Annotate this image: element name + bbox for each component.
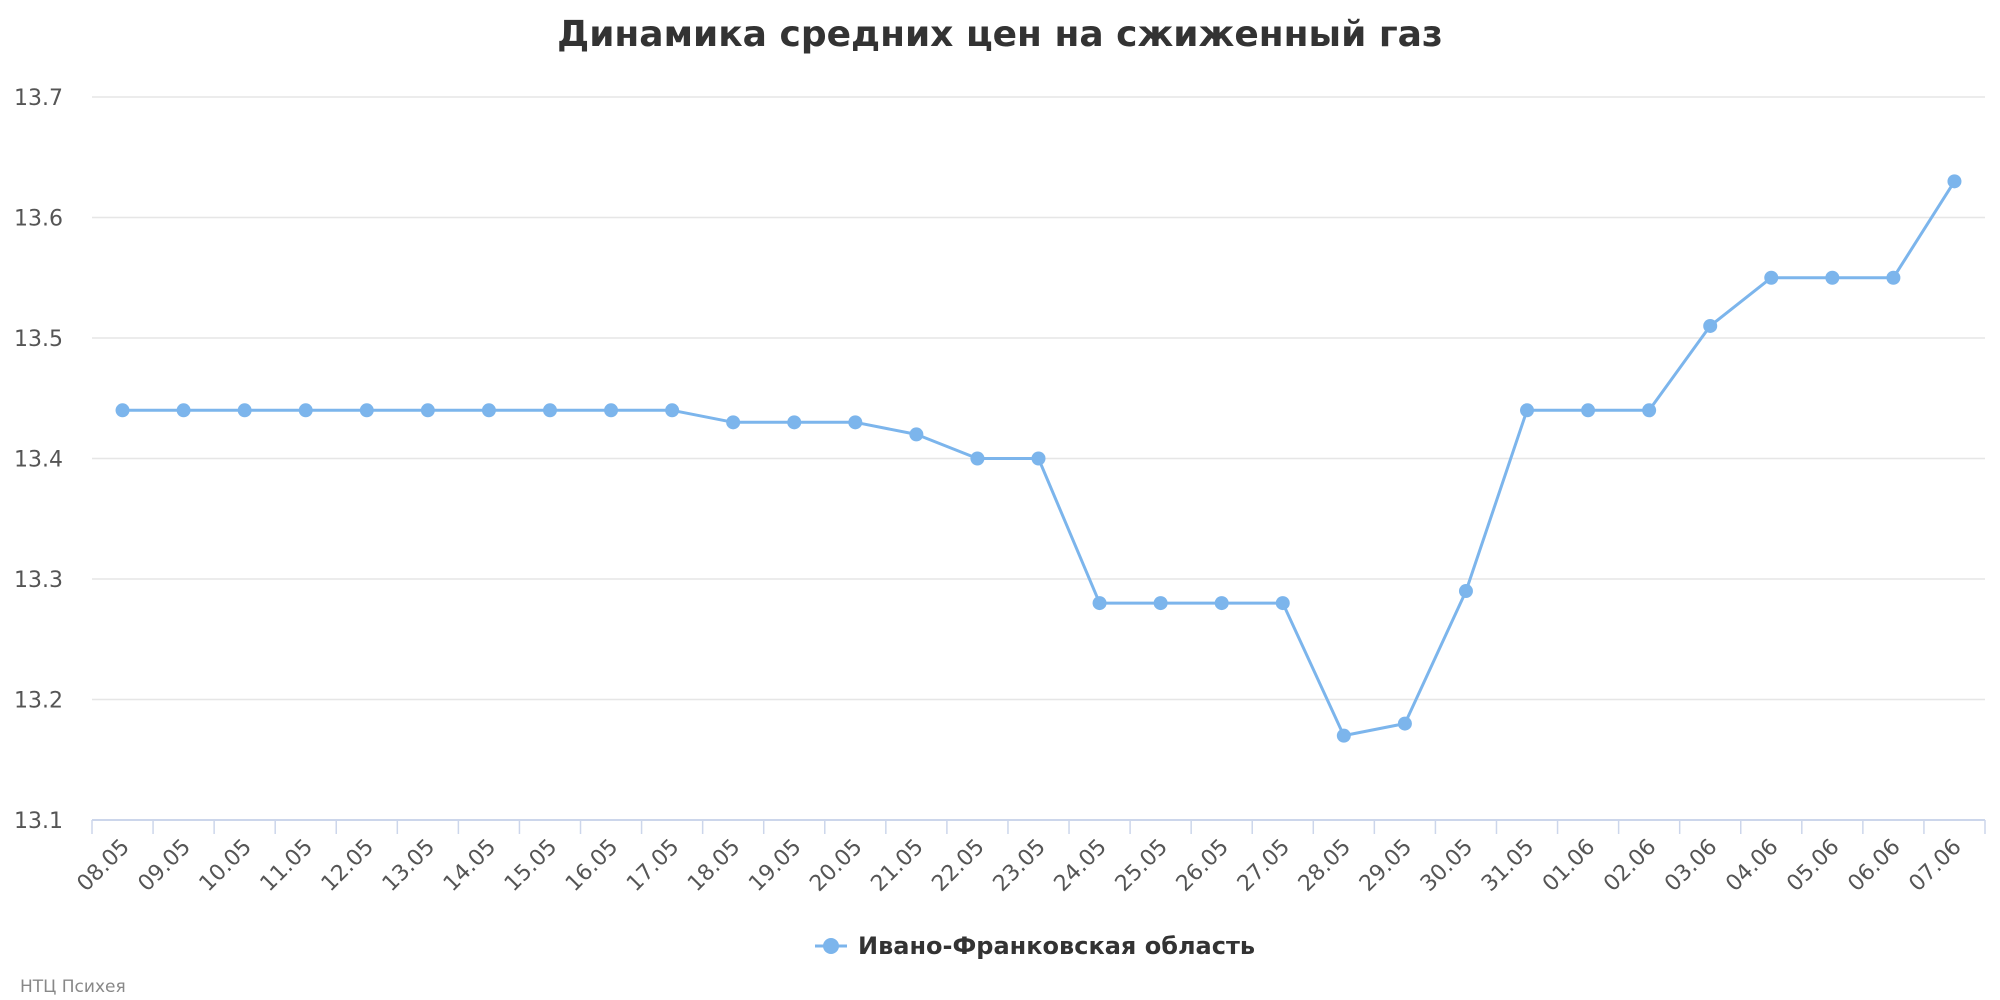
data-point[interactable] <box>359 403 374 418</box>
y-axis: 13.1 13.2 13.3 13.4 13.5 13.6 13.7 <box>14 86 63 834</box>
data-point[interactable] <box>298 403 313 418</box>
data-point[interactable] <box>1336 728 1351 743</box>
y-tick-label: 13.3 <box>14 568 63 593</box>
x-tick-label: 05.06 <box>1782 835 1844 897</box>
data-point[interactable] <box>1031 451 1046 466</box>
x-tick-label: 15.05 <box>500 835 562 897</box>
data-point[interactable] <box>542 403 557 418</box>
data-point[interactable] <box>1581 403 1596 418</box>
data-point[interactable] <box>1275 596 1290 611</box>
x-tick-label: 11.05 <box>256 835 318 897</box>
x-tick-label: 14.05 <box>439 835 501 897</box>
y-tick-label: 13.5 <box>14 327 63 352</box>
data-point[interactable] <box>1703 318 1718 333</box>
x-tick-label: 06.06 <box>1843 835 1905 897</box>
x-tick-label: 27.05 <box>1233 835 1295 897</box>
x-axis: 08.0509.0510.0511.0512.0513.0514.0515.05… <box>73 819 1986 897</box>
y-tick-label: 13.4 <box>14 448 63 473</box>
x-tick-label: 25.05 <box>1111 835 1173 897</box>
x-tick-label: 28.05 <box>1294 835 1356 897</box>
x-tick-label: 20.05 <box>805 835 867 897</box>
data-point[interactable] <box>665 403 680 418</box>
data-point[interactable] <box>420 403 435 418</box>
x-tick-label: 24.05 <box>1050 835 1112 897</box>
x-tick-label: 09.05 <box>134 835 196 897</box>
data-point[interactable] <box>1642 403 1657 418</box>
data-point[interactable] <box>848 415 863 430</box>
x-tick-label: 21.05 <box>866 835 928 897</box>
x-tick-label: 26.05 <box>1172 835 1234 897</box>
x-tick-label: 30.05 <box>1416 835 1478 897</box>
legend-marker-icon <box>823 938 839 954</box>
x-tick-label: 18.05 <box>683 835 745 897</box>
x-tick-label: 07.06 <box>1904 835 1966 897</box>
legend-label: Ивано-Франковская область <box>858 932 1255 960</box>
data-point[interactable] <box>1520 403 1535 418</box>
data-point[interactable] <box>1458 584 1473 599</box>
x-tick-label: 23.05 <box>989 835 1051 897</box>
data-point[interactable] <box>1214 596 1229 611</box>
x-tick-label: 31.05 <box>1477 835 1539 897</box>
data-point[interactable] <box>1153 596 1168 611</box>
data-point[interactable] <box>115 403 130 418</box>
data-point[interactable] <box>970 451 985 466</box>
data-point[interactable] <box>604 403 619 418</box>
x-tick-label: 01.06 <box>1538 835 1600 897</box>
data-point[interactable] <box>237 403 252 418</box>
x-tick-label: 17.05 <box>622 835 684 897</box>
x-tick-label: 22.05 <box>927 835 989 897</box>
y-tick-label: 13.7 <box>14 86 63 111</box>
x-tick-label: 10.05 <box>195 835 257 897</box>
data-point[interactable] <box>787 415 802 430</box>
data-point[interactable] <box>1092 596 1107 611</box>
credit-text[interactable]: НТЦ Психея <box>20 977 126 997</box>
x-tick-label: 19.05 <box>744 835 806 897</box>
x-tick-label: 03.06 <box>1660 835 1722 897</box>
data-point[interactable] <box>1947 174 1962 189</box>
data-point[interactable] <box>176 403 191 418</box>
series-layer <box>115 174 1962 743</box>
x-tick-label: 16.05 <box>561 835 623 897</box>
x-tick-label: 29.05 <box>1355 835 1417 897</box>
data-point[interactable] <box>1886 270 1901 285</box>
data-point[interactable] <box>481 403 496 418</box>
x-tick-label: 02.06 <box>1599 835 1661 897</box>
data-point[interactable] <box>726 415 741 430</box>
y-tick-label: 13.1 <box>14 809 63 834</box>
x-tick-label: 04.06 <box>1721 835 1783 897</box>
x-tick-label: 12.05 <box>317 835 379 897</box>
y-tick-label: 13.2 <box>14 689 63 714</box>
data-point[interactable] <box>1825 270 1840 285</box>
chart-title: Динамика средних цен на сжиженный газ <box>557 14 1443 55</box>
x-tick-label: 13.05 <box>378 835 440 897</box>
x-tick-label: 08.05 <box>73 835 135 897</box>
data-point[interactable] <box>909 427 924 442</box>
legend[interactable]: Ивано-Франковская область <box>815 932 1255 960</box>
grid-lines <box>92 96 1985 701</box>
data-point[interactable] <box>1764 270 1779 285</box>
y-tick-label: 13.6 <box>14 207 63 232</box>
data-point[interactable] <box>1397 716 1412 731</box>
